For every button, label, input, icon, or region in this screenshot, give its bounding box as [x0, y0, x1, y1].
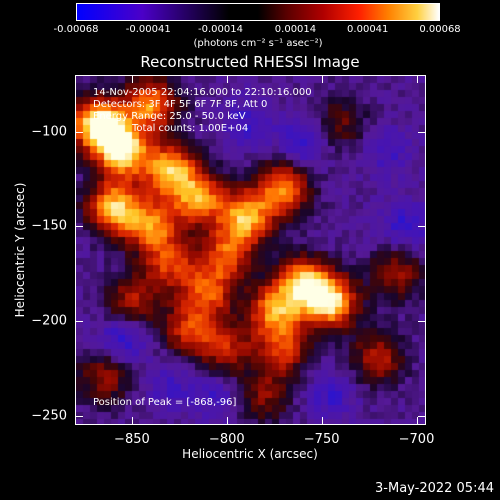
colorbar-units-label: (photons cm⁻² s⁻¹ asec⁻²) — [193, 38, 323, 49]
colorbar — [76, 3, 440, 21]
colorbar-tick-label: 0.00041 — [347, 24, 389, 35]
colorbar-tick-label: 0.00014 — [274, 24, 317, 35]
y-tick-mark — [75, 131, 83, 133]
x-tick-mark — [131, 417, 133, 425]
annotation-detectors: Detectors: 3F 4F 5F 6F 7F 8F, Att 0 — [93, 99, 268, 110]
x-tick-mark — [321, 417, 323, 425]
x-tick-mark — [131, 75, 133, 83]
y-tick-mark — [75, 320, 83, 322]
colorbar-tick-label: -0.00014 — [198, 24, 243, 35]
y-tick-label: −200 — [31, 313, 67, 329]
x-tick-mark — [416, 75, 418, 83]
y-tick-mark — [75, 226, 83, 228]
y-tick-mark — [418, 226, 426, 228]
y-tick-mark — [418, 131, 426, 133]
x-tick-label: −700 — [398, 432, 435, 447]
x-tick-mark — [416, 417, 418, 425]
y-tick-label: −100 — [31, 124, 67, 140]
y-tick-label: −250 — [31, 408, 67, 424]
y-tick-mark — [418, 320, 426, 322]
footer-date: 3-May-2022 05:44 — [375, 481, 494, 496]
x-tick-label: −850 — [114, 432, 150, 447]
y-tick-label: −150 — [31, 218, 67, 234]
x-axis-label: Heliocentric X (arcsec) — [182, 447, 318, 461]
y-axis-label: Heliocentric Y (arcsec) — [13, 182, 27, 318]
annotation-total-counts: Total counts: 1.00E+04 — [132, 123, 249, 134]
colorbar-tick-label: -0.00041 — [125, 24, 171, 35]
x-tick-mark — [321, 75, 323, 83]
x-tick-label: −800 — [208, 432, 245, 447]
x-tick-label: −750 — [303, 432, 340, 447]
x-tick-mark — [226, 75, 228, 83]
y-tick-mark — [418, 415, 426, 417]
annotation-energy-range: Energy Range: 25.0 - 50.0 keV — [93, 111, 246, 122]
chart-title: Reconstructed RHESSI Image — [140, 53, 360, 71]
annotation-peak-position: Position of Peak = [-868,-96] — [93, 397, 237, 408]
annotation-time-range: 14-Nov-2005 22:04:16.000 to 22:10:16.000 — [93, 87, 312, 98]
plot-area: 14-Nov-2005 22:04:16.000 to 22:10:16.000… — [75, 75, 426, 425]
colorbar-tick-label: -0.00068 — [53, 24, 99, 35]
x-tick-mark — [226, 417, 228, 425]
heatmap-image — [76, 76, 425, 424]
colorbar-tick-label: 0.00068 — [419, 24, 461, 35]
y-tick-mark — [75, 415, 83, 417]
